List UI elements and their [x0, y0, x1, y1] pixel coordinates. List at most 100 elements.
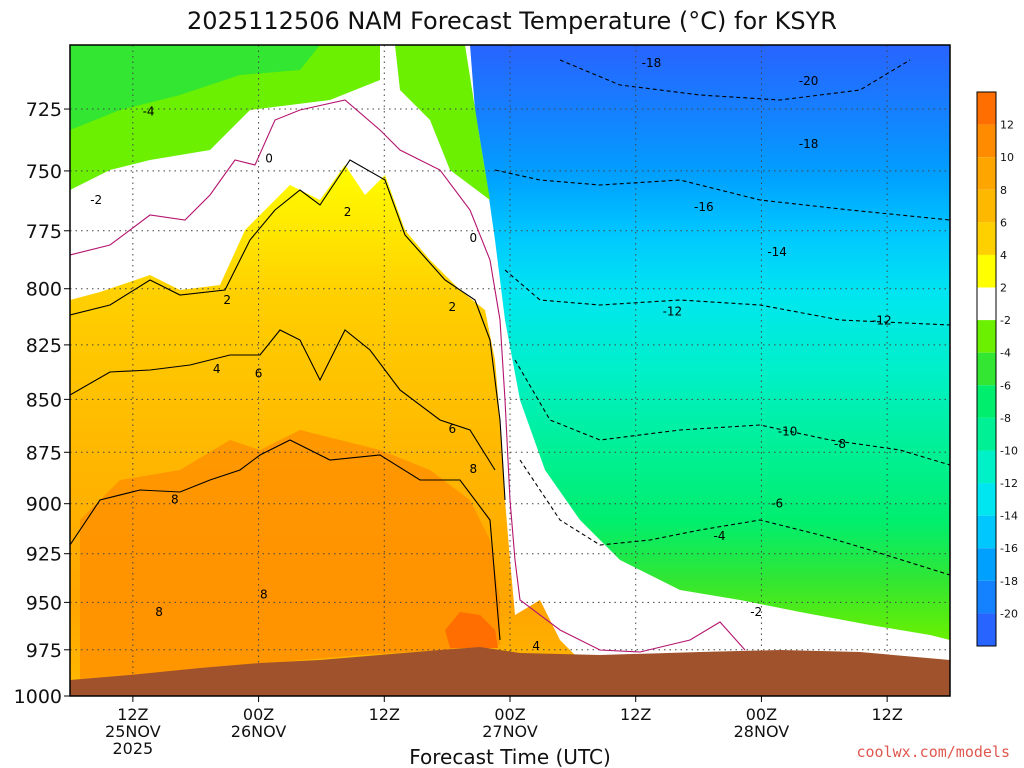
- y-tick-label: 900: [26, 494, 62, 516]
- y-tick-label: 950: [26, 592, 62, 614]
- colorbar-tick-label: 6: [1000, 216, 1007, 229]
- colorbar-swatch: [977, 287, 996, 321]
- contour-value-label: -2: [90, 193, 102, 207]
- colorbar-tick-label: 4: [1000, 249, 1007, 262]
- contour-value-label: 2: [449, 300, 457, 314]
- y-tick-label: 725: [26, 99, 62, 121]
- colorbar-tick-label: -8: [1000, 412, 1011, 425]
- cold-air-region: [470, 45, 950, 640]
- colorbar-swatch: [977, 124, 996, 158]
- near-freezing-green-region-top: [70, 45, 320, 130]
- terrain: [70, 647, 950, 696]
- contour-value-label: -4: [714, 529, 726, 543]
- contour-value-label: -18: [799, 137, 819, 151]
- x-tick-label: 12Z: [620, 705, 651, 724]
- colorbar-swatch: [977, 92, 996, 125]
- contour-value-label: 8: [171, 493, 179, 507]
- contour-line-cold-8: [514, 359, 950, 466]
- y-tick-label: 850: [26, 389, 62, 411]
- colorbar-swatch: [977, 189, 996, 223]
- colorbar-swatch: [977, 157, 996, 190]
- plot-area: -18 -20 -4 -18 0 -16 -2 2 0 -14 2 2 -12 -12 4 6 -10 6 -8 8 8…: [70, 45, 950, 696]
- colorbar-tick-label: 12: [1000, 119, 1014, 132]
- colorbar-tick-label: 10: [1000, 151, 1014, 164]
- warmest-region: [80, 430, 500, 680]
- contour-value-label: -16: [694, 200, 714, 214]
- x-tick-label: 12Z: [871, 705, 902, 724]
- colorbar-swatch: [977, 222, 996, 255]
- contour-line-zero: [70, 99, 746, 653]
- near-freezing-green-region-column: [395, 45, 490, 200]
- colorbar-swatch: [977, 548, 996, 581]
- y-tick-label: 1000: [14, 686, 62, 708]
- chart-title: 2025112506 NAM Forecast Temperature (°C)…: [187, 7, 837, 35]
- contour-value-label: 4: [213, 362, 221, 376]
- contour-value-label: -12: [663, 304, 683, 318]
- y-tick-label: 975: [26, 640, 62, 662]
- contour-value-label: -4: [143, 105, 155, 119]
- y-tick-label: 775: [26, 221, 62, 243]
- contour-value-label: 0: [265, 152, 273, 166]
- contour-line-cold-4: [519, 459, 950, 576]
- contour-value-label: 6: [449, 422, 457, 436]
- y-tick-label: 800: [26, 279, 62, 301]
- contour-line-cold-16: [494, 169, 950, 221]
- colorbar-tick-label: -10: [1000, 444, 1018, 457]
- colorbar-swatch: [977, 483, 996, 516]
- gridlines: [70, 45, 950, 696]
- colorbar-swatch: [977, 417, 996, 451]
- colorbar-tick-label: 2: [1000, 282, 1007, 295]
- y-tick-label: 750: [26, 161, 62, 183]
- x-tick-label: 12Z: [117, 705, 148, 724]
- x-tick-date: 28NOV: [734, 722, 790, 741]
- colorbar-tick-label: -4: [1000, 347, 1011, 360]
- x-tick-label: 12Z: [369, 705, 400, 724]
- colorbar-tick-label: -6: [1000, 379, 1011, 392]
- contour-value-label: 8: [155, 605, 163, 619]
- contour-value-label: 2: [344, 205, 352, 219]
- x-tick-date: 25NOV: [105, 722, 161, 741]
- colorbar-swatch: [977, 254, 996, 288]
- colorbar: 12 10 8 6 4 2 -2 -4 -6 -8 -10 -12 -14 -16 -18 -20: [976, 91, 1018, 647]
- contour-value-label: -6: [771, 497, 783, 511]
- colorbar-tick-label: -2: [1000, 314, 1011, 327]
- colorbar-swatch: [977, 385, 996, 418]
- colorbar-tick-label: -20: [1000, 607, 1018, 620]
- colorbar-swatch: [977, 613, 996, 646]
- contour-value-label: 2: [223, 293, 231, 307]
- x-tick-label: 00Z: [243, 705, 274, 724]
- contour-value-label: -2: [750, 605, 762, 619]
- contour-value-label: -14: [767, 245, 787, 259]
- x-tick-year: 2025: [112, 739, 153, 758]
- colorbar-tick-label: -18: [1000, 575, 1018, 588]
- x-tick-label: 00Z: [746, 705, 777, 724]
- contour-value-label: -10: [778, 424, 798, 438]
- contour-line-cold-20: [559, 59, 911, 101]
- contour-lines: [70, 59, 950, 653]
- colorbar-tick-label: 8: [1000, 184, 1007, 197]
- colorbar-tick-label: -14: [1000, 510, 1018, 523]
- y-tick-label: 825: [26, 335, 62, 357]
- contour-line-warm-8: [70, 439, 501, 641]
- contour-value-label: -18: [642, 56, 662, 70]
- contour-line-warm-2: [70, 159, 506, 501]
- contour-value-label: -8: [834, 437, 846, 451]
- contour-line-warm-4: [70, 329, 496, 471]
- contour-value-label: 4: [532, 639, 540, 653]
- contour-value-label: -20: [799, 74, 819, 88]
- hot-spot-region: [445, 612, 498, 648]
- x-tick-label: 00Z: [494, 705, 525, 724]
- contour-value-label: 8: [260, 588, 268, 602]
- y-axis: 725 750 775 800 825 850 875 900 925 950 975 1000: [14, 99, 70, 708]
- colorbar-swatch: [977, 320, 996, 353]
- y-tick-label: 875: [26, 442, 62, 464]
- contour-value-label: 0: [470, 231, 478, 245]
- x-axis-label: Forecast Time (UTC): [409, 745, 611, 768]
- contour-value-label: 6: [255, 366, 263, 380]
- colorbar-swatch: [977, 515, 996, 549]
- contour-value-label: 8: [470, 462, 478, 476]
- y-tick-label: 925: [26, 544, 62, 566]
- colorbar-tick-label: -16: [1000, 542, 1018, 555]
